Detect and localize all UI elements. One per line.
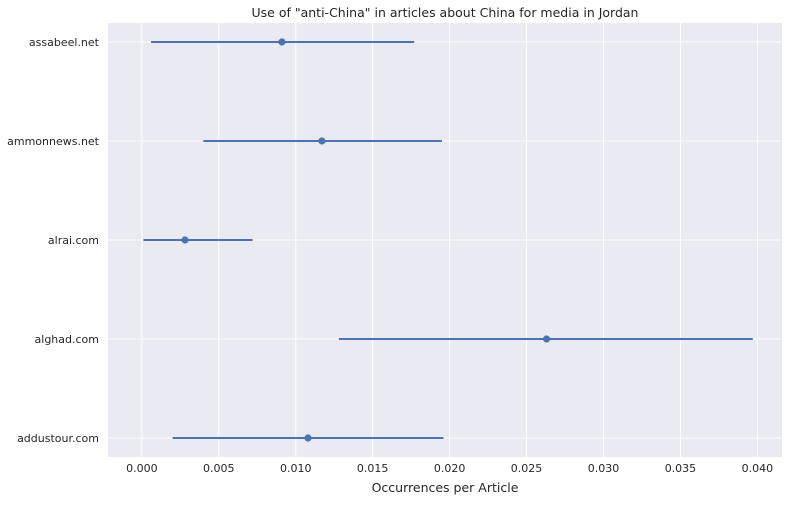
- grid-lines: [108, 23, 782, 457]
- point-estimate: [304, 434, 312, 442]
- y-tick-label: assabeel.net: [29, 36, 100, 49]
- x-tick-label: 0.005: [203, 462, 235, 475]
- x-axis-label: Occurrences per Article: [372, 480, 519, 495]
- x-tick-label: 0.020: [434, 462, 466, 475]
- chart-title: Use of "anti-China" in articles about Ch…: [252, 5, 639, 20]
- point-estimate: [542, 335, 551, 343]
- point-estimate: [278, 38, 286, 46]
- x-tick-label: 0.030: [588, 462, 620, 475]
- point-estimate: [181, 236, 189, 244]
- y-tick-labels: assabeel.net ammonnews.net alrai.com alghad…: [7, 36, 100, 445]
- x-tick-labels: 0.000 0.005 0.010 0.015 0.020 0.025 0.030 0.035…: [126, 462, 773, 475]
- y-tick-label: alghad.com: [35, 333, 99, 346]
- x-tick-label: 0.010: [280, 462, 312, 475]
- x-tick-label: 0.035: [665, 462, 697, 475]
- y-tick-label: addustour.com: [17, 432, 99, 445]
- x-tick-label: 0.000: [126, 462, 158, 475]
- x-tick-label: 0.025: [511, 462, 543, 475]
- y-tick-label: alrai.com: [48, 234, 99, 247]
- x-tick-label: 0.040: [742, 462, 774, 475]
- y-tick-label: ammonnews.net: [7, 135, 100, 148]
- point-estimate: [318, 137, 326, 145]
- error-bars: [143, 38, 753, 442]
- x-tick-label: 0.015: [357, 462, 389, 475]
